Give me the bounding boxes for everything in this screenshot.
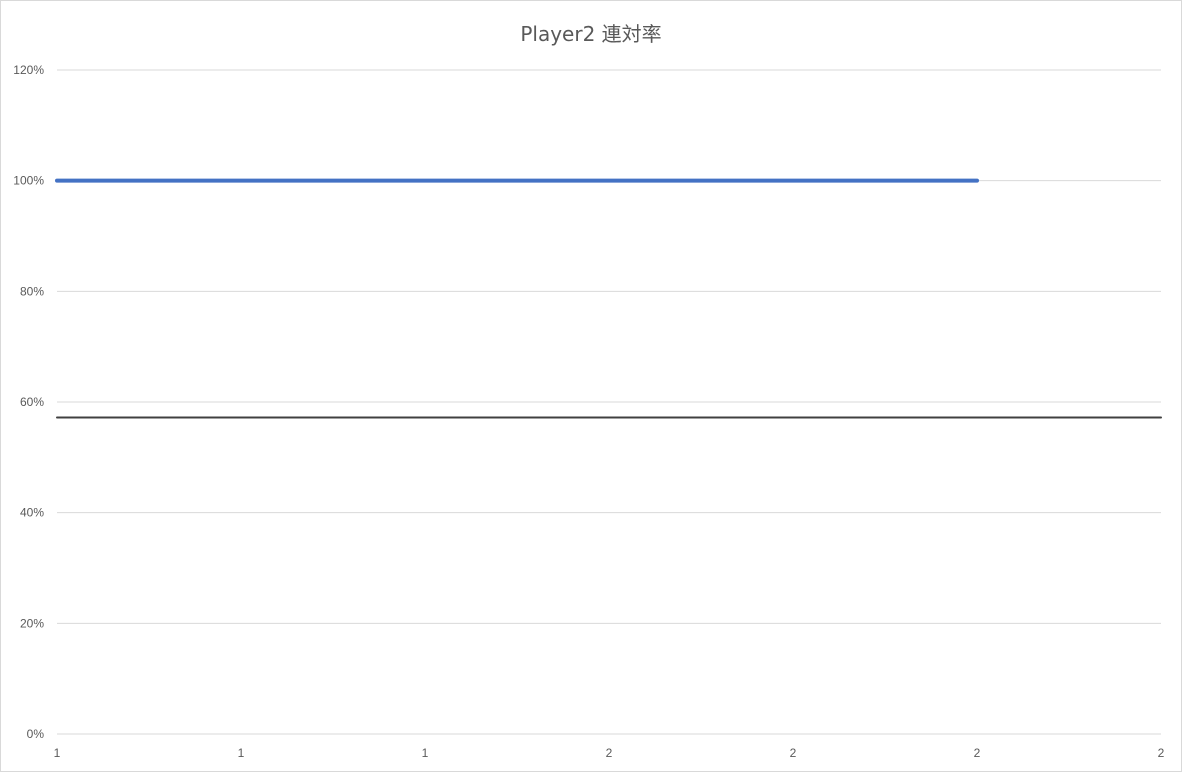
chart-title: Player2 連対率 (520, 22, 662, 46)
y-tick-label: 40% (20, 506, 44, 520)
x-tick-label: 1 (422, 746, 429, 760)
y-tick-label: 0% (27, 727, 45, 741)
y-tick-label: 120% (13, 63, 44, 77)
y-tick-label: 20% (20, 616, 44, 630)
y-tick-label: 100% (13, 174, 44, 188)
series-lines (55, 178, 1162, 419)
x-tick-label: 2 (1158, 746, 1165, 760)
gridlines (57, 69, 1161, 735)
y-tick-label: 80% (20, 284, 44, 298)
x-axis-tick-labels: 1 1 1 2 2 2 2 (54, 746, 1165, 760)
x-tick-label: 2 (974, 746, 981, 760)
y-tick-label: 60% (20, 395, 44, 409)
x-tick-label: 2 (790, 746, 797, 760)
y-axis-tick-labels: 0% 20% 40% 60% 80% 100% 120% (13, 63, 44, 741)
x-tick-label: 1 (238, 746, 245, 760)
x-tick-label: 2 (606, 746, 613, 760)
x-tick-label: 1 (54, 746, 61, 760)
